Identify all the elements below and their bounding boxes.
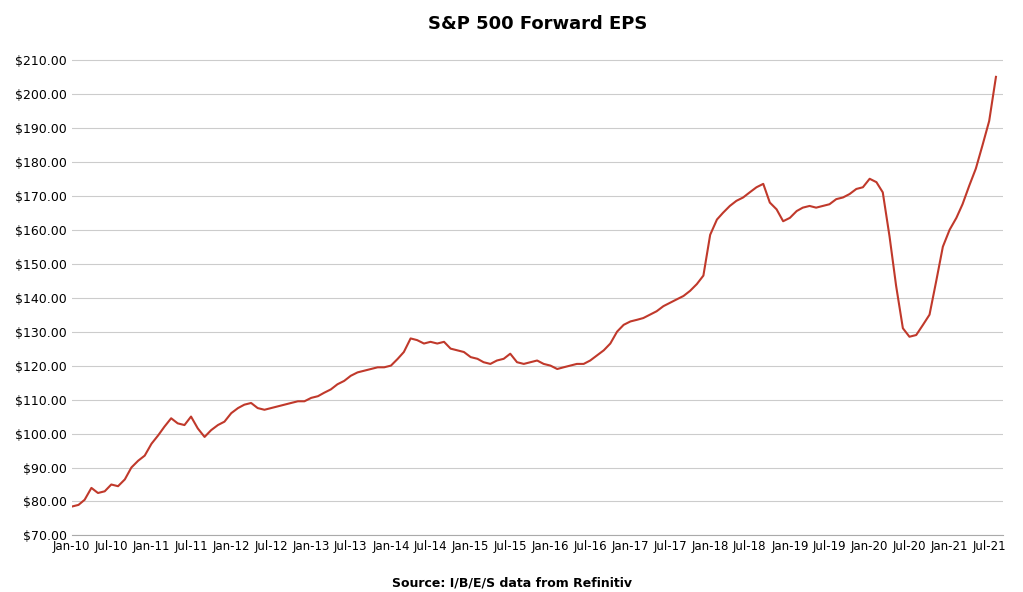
Text: Source: I/B/E/S data from Refinitiv: Source: I/B/E/S data from Refinitiv bbox=[392, 576, 631, 589]
Title: S&P 500 Forward EPS: S&P 500 Forward EPS bbox=[428, 15, 647, 33]
